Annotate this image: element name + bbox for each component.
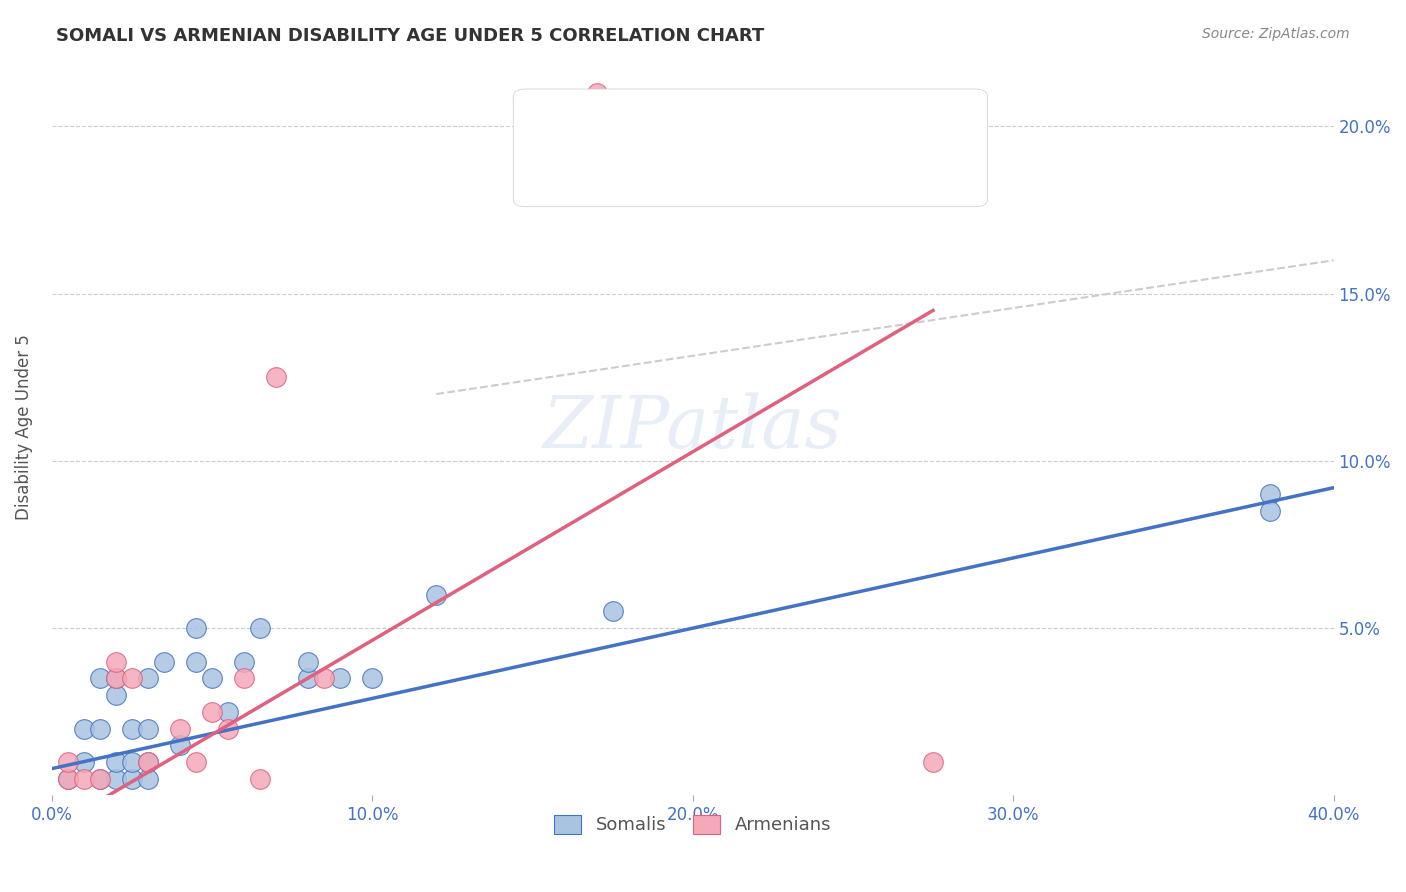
Legend: Somalis, Armenians: Somalis, Armenians [543,805,842,846]
Point [297,671,319,685]
Point [314,671,336,685]
Point [217,722,239,736]
Point [73,722,96,736]
Point [1258,487,1281,501]
Point [73,772,96,786]
Point [56,772,79,786]
Point [136,772,159,786]
Point [136,671,159,685]
Point [184,621,207,635]
Point [104,755,127,769]
Point [184,755,207,769]
Y-axis label: Disability Age Under 5: Disability Age Under 5 [15,334,32,520]
Point [104,671,127,685]
Point [217,705,239,719]
Point [233,655,256,669]
Point [1258,504,1281,518]
Point [121,722,143,736]
Point [249,772,271,786]
Point [136,722,159,736]
Point [169,738,191,752]
Point [121,755,143,769]
Point [602,604,624,618]
Point [121,772,143,786]
Point [73,755,96,769]
Point [249,621,271,635]
Point [297,655,319,669]
Text: Source: ZipAtlas.com: Source: ZipAtlas.com [1202,27,1350,41]
Point [233,671,256,685]
Point [56,755,79,769]
Point [425,588,447,602]
Point [104,688,127,702]
Point [136,755,159,769]
Point [922,755,945,769]
Point [264,370,287,384]
Text: SOMALI VS ARMENIAN DISABILITY AGE UNDER 5 CORRELATION CHART: SOMALI VS ARMENIAN DISABILITY AGE UNDER … [56,27,765,45]
Point [104,655,127,669]
Point [136,755,159,769]
Point [153,655,176,669]
Point [585,86,607,100]
Point [89,772,111,786]
Point [169,722,191,736]
Point [361,671,384,685]
Point [329,671,352,685]
Point [104,772,127,786]
Point [201,671,224,685]
FancyBboxPatch shape [513,89,987,207]
Point [201,705,224,719]
Text: ZIPatlas: ZIPatlas [543,392,842,463]
Point [56,772,79,786]
Point [104,671,127,685]
Point [89,671,111,685]
Point [121,671,143,685]
Point [89,772,111,786]
Point [184,655,207,669]
Point [89,722,111,736]
